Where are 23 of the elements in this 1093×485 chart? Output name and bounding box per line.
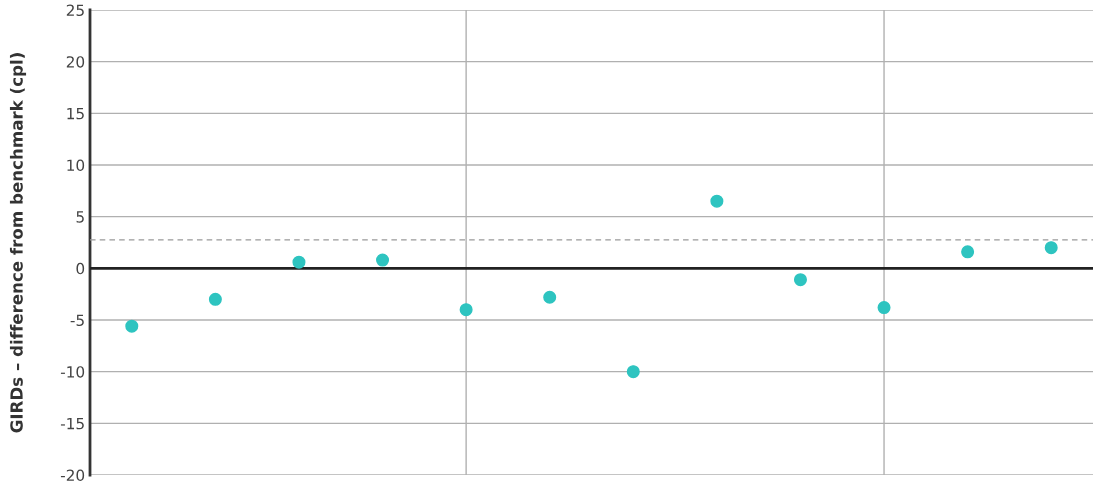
point bbox=[543, 290, 557, 304]
point bbox=[626, 365, 640, 379]
point bbox=[459, 303, 473, 317]
point bbox=[793, 273, 807, 287]
point bbox=[710, 194, 724, 208]
y-tick-label: 0 bbox=[76, 262, 85, 275]
y-axis-title: GIRDs – difference from benchmark (cpl) bbox=[9, 53, 27, 433]
y-tick-label: -5 bbox=[70, 314, 84, 327]
point bbox=[961, 245, 975, 259]
y-tick-label: 20 bbox=[66, 56, 85, 68]
y-tick-label: 25 bbox=[66, 4, 84, 17]
point bbox=[292, 255, 306, 269]
y-tick-label: -15 bbox=[60, 418, 84, 430]
point bbox=[208, 292, 222, 306]
y-tick-label: -10 bbox=[60, 366, 85, 378]
point bbox=[877, 301, 891, 315]
y-tick-label: 10 bbox=[67, 159, 85, 172]
point bbox=[376, 253, 390, 267]
point bbox=[1044, 241, 1058, 255]
y-tick-label: -20 bbox=[60, 469, 85, 482]
point bbox=[125, 319, 139, 333]
y-tick-label: 15 bbox=[67, 108, 84, 120]
y-tick-label: 5 bbox=[76, 211, 84, 223]
